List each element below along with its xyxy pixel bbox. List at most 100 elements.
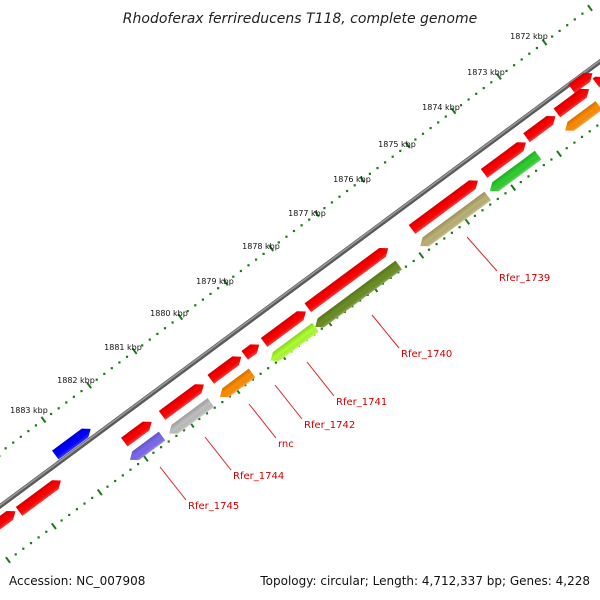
outer-ring-tick [587,4,593,12]
outer-gene-11[interactable] [121,417,155,447]
inner-ring-tick [37,536,40,539]
inner-gene-5[interactable] [267,322,319,365]
outer-ring-tick [292,229,296,233]
outer-ring-tick [467,98,470,101]
outer-ring-tick [57,407,60,410]
inner-ring-tick [68,513,71,516]
inner-ring-tick [381,282,385,285]
inner-ring-tick [22,547,25,550]
inner-ring-tick [481,209,484,212]
outer-gene-15[interactable] [52,424,94,460]
inner-ring-tick [182,429,186,432]
inner-ring-tick [435,243,438,246]
inner-ring-tick [106,485,109,488]
inner-ring-tick [142,455,149,462]
outer-ring-tick [505,69,508,72]
inner-gene-1[interactable] [562,101,600,135]
inner-ring-tick [588,130,591,133]
outer-gene-13[interactable] [0,507,19,532]
outer-gene-3[interactable] [523,112,558,143]
outer-gene-8[interactable] [241,340,262,360]
outer-tick-ring [0,4,593,458]
outer-gene-7[interactable] [260,307,309,347]
outer-gene-14[interactable] [592,73,600,88]
leader-rfer-1741 [306,361,335,397]
kbp-label-1882: 1882 kbp [57,376,95,385]
outer-ring-tick [141,344,144,347]
kbp-label-1877: 1877 kbp [288,209,326,218]
gene-label-rnc[interactable]: rnc [278,439,294,450]
gene-label-rfer-1742[interactable]: Rfer_1742 [304,420,355,431]
outer-ring-tick [353,184,356,187]
outer-ring-tick [118,361,121,364]
outer-ring-tick [194,304,197,307]
outer-gene-12[interactable] [15,476,64,516]
inner-ring-tick [519,181,522,184]
outer-ring-tick [247,264,250,267]
outer-ring-tick [86,381,92,389]
inner-gene-2[interactable] [487,150,542,196]
outer-ring-tick [323,207,326,210]
inner-ring-tick [221,401,224,404]
outer-ring-tick [520,58,523,61]
kbp-label-1878: 1878 kbp [242,242,280,251]
outer-gene-2[interactable] [553,85,593,118]
gene-label-rfer-1740[interactable]: Rfer_1740 [401,349,452,360]
kbp-labels: 1872 kbp 1873 kbp 1874 kbp 1875 kbp 1876… [10,32,548,415]
inner-ring-tick [504,192,507,195]
outer-ring-tick [551,35,554,38]
gene-label-rfer-1741[interactable]: Rfer_1741 [336,397,387,408]
inner-ring-tick [527,175,530,178]
outer-ring-tick [163,327,167,330]
kbp-label-1876: 1876 kbp [333,175,371,184]
leader-rfer-1745 [159,466,187,501]
inner-gene-6[interactable] [217,368,256,402]
outer-ring-tick [496,73,502,81]
inner-ring-tick [91,496,94,499]
kbp-label-1874: 1874 kbp [422,103,460,112]
outer-gene-4[interactable] [480,138,529,178]
outer-ring-tick [558,29,561,32]
outer-gene-10[interactable] [158,380,207,420]
outer-ring-tick [222,279,229,286]
outer-ring-tick [103,372,106,375]
gene-label-rfer-1744[interactable]: Rfer_1744 [233,471,284,482]
inner-gene-8[interactable] [127,431,166,465]
kbp-label-1872: 1872 kbp [510,32,548,41]
inner-gene-3[interactable] [417,191,492,251]
outer-gene-1[interactable] [568,69,595,94]
inner-ring-tick [152,451,155,454]
outer-ring-tick [131,347,138,355]
gene-label-rfer-1745[interactable]: Rfer_1745 [188,501,239,512]
inner-ring-tick [75,508,78,511]
inner-ring-tick [251,378,254,381]
gene-label-rfer-1739[interactable]: Rfer_1739 [499,273,550,284]
outer-ring-tick [421,132,425,135]
inner-ring-tick [320,327,323,330]
inner-ring-tick [29,542,33,545]
outer-gene-5[interactable] [408,176,481,234]
outer-ring-tick [255,258,258,261]
outer-ring-tick [268,244,275,252]
inner-gene-7[interactable] [166,398,215,438]
inner-ring-tick [397,271,400,274]
outer-ring-tick [528,52,531,55]
inner-ring-tick [244,384,247,387]
inner-ring-tick [443,237,446,240]
inner-ring-tick [450,231,453,234]
inner-ring-tick [274,361,277,364]
outer-ring-tick [482,87,485,90]
leader-rfer-1744 [204,436,232,471]
leader-rnc [248,403,277,439]
outer-gene-9[interactable] [207,352,244,384]
outer-ring-tick [232,275,235,278]
outer-ring-tick [201,298,204,301]
outer-gene-6[interactable] [304,244,392,313]
inner-ring-tick [14,553,17,556]
inner-ring-tick [556,150,562,158]
inner-ring-tick [267,367,270,370]
inner-ring-tick [129,468,132,471]
outer-ring-tick [391,155,394,158]
inner-ring-tick [489,203,492,206]
inner-gene-4[interactable] [312,260,403,332]
